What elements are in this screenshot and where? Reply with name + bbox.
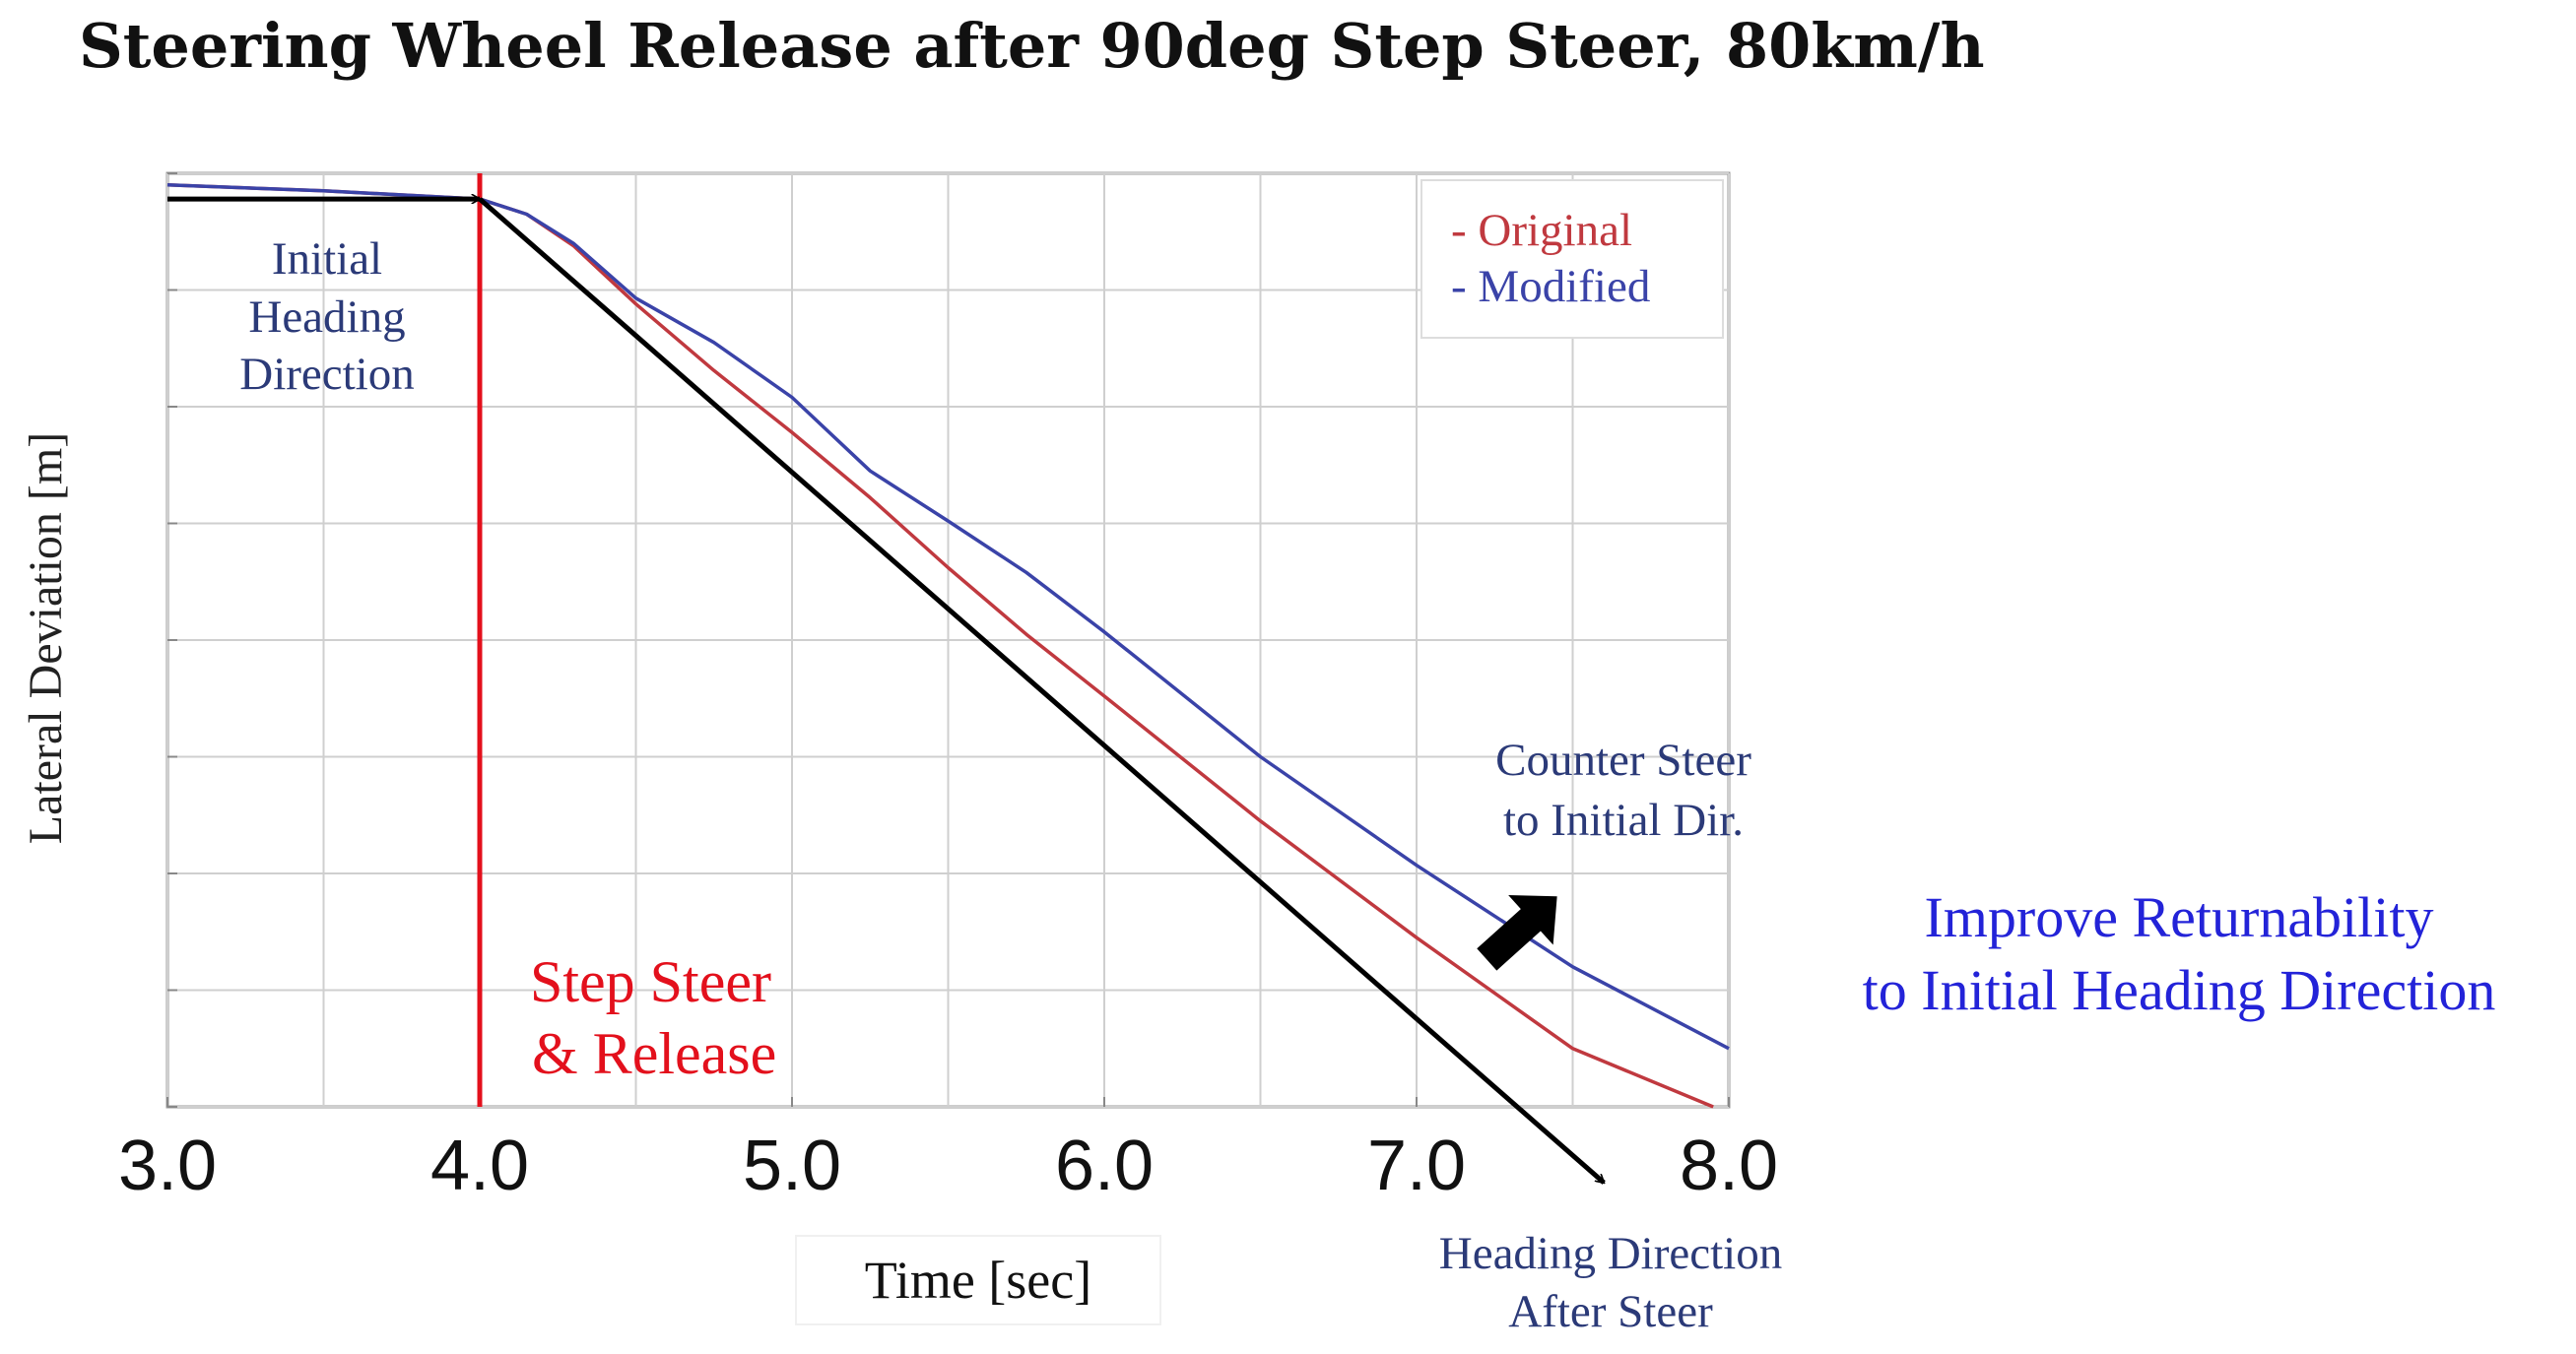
legend: - Original - Modified — [1420, 179, 1724, 339]
counter-steer-label: Counter Steer to Initial Dir. — [1495, 735, 1751, 846]
step-steer-label: Step Steer & Release — [530, 949, 776, 1086]
counter-steer-line-2: to Initial Dir. — [1503, 795, 1744, 846]
initial-heading-line-3: Direction — [239, 349, 415, 400]
initial-heading-line-2: Heading — [248, 291, 405, 343]
x-tick-label: 5.0 — [743, 1127, 841, 1205]
series-line-modified — [166, 183, 1730, 1051]
chart-title: Steering Wheel Release after 90deg Step … — [79, 10, 1985, 82]
legend-box — [1420, 179, 1724, 339]
legend-modified: - Modified — [1451, 261, 1650, 312]
heading-after-steer-arrow — [478, 197, 1606, 1185]
x-tick-label: 3.0 — [118, 1127, 217, 1205]
improve-line-1: Improve Returnability — [1924, 885, 2433, 949]
x-tick-label: 7.0 — [1367, 1127, 1466, 1205]
x-axis-label-box — [795, 1235, 1161, 1325]
heading-after-label: Heading Direction After Steer — [1439, 1228, 1782, 1337]
improve-returnability-label: Improve Returnability to Initial Heading… — [1863, 885, 2496, 1022]
x-axis-label: Time [sec] — [865, 1251, 1091, 1310]
x-axis-ticks: 3.0 4.0 5.0 6.0 7.0 8.0 — [118, 1097, 1778, 1205]
x-tick-label: 4.0 — [430, 1127, 529, 1205]
counter-steer-arrow — [1477, 895, 1557, 971]
initial-heading-label: Initial Heading Direction — [239, 233, 415, 400]
step-steer-line-1: Step Steer — [530, 949, 771, 1014]
heading-after-line-2: After Steer — [1508, 1286, 1713, 1337]
y-axis-label: Lateral Deviation [m] — [20, 432, 72, 844]
series-lines — [166, 183, 1730, 1109]
x-tick-label: 6.0 — [1055, 1127, 1154, 1205]
legend-original: - Original — [1451, 205, 1632, 256]
initial-heading-line-1: Initial — [272, 233, 382, 285]
step-steer-line-2: & Release — [532, 1021, 776, 1086]
improve-line-2: to Initial Heading Direction — [1863, 958, 2496, 1022]
counter-steer-line-1: Counter Steer — [1495, 735, 1751, 786]
x-tick-label: 8.0 — [1680, 1127, 1778, 1205]
heading-after-line-1: Heading Direction — [1439, 1228, 1782, 1279]
